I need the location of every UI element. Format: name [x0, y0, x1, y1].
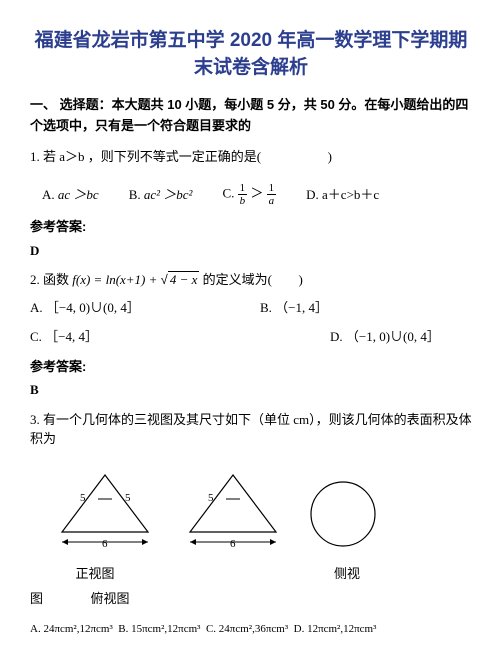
- q3-optB: B. 15πcm²,12πcm³: [118, 623, 200, 635]
- q3-optA: A. 24πcm²,12πcm³: [30, 623, 113, 635]
- q3-optC: C. 24πcm²,36πcm³: [206, 623, 288, 635]
- q1-optA: A. ac ＞bc: [42, 185, 99, 205]
- q1-optD: D. a＋c>b＋c: [306, 185, 379, 205]
- section-heading: 一、 选择题：本大题共 10 小题，每小题 5 分，共 50 分。在每小题给出的…: [30, 95, 472, 137]
- q2-optC: C. ［−4, 4］: [30, 327, 330, 347]
- q1-answer: D: [30, 241, 472, 261]
- q1-optC: C. 1b ＞ 1a: [222, 182, 276, 207]
- q1-stem-tail: ): [328, 149, 332, 164]
- opt-label: A.: [42, 187, 58, 202]
- q2-stem-post: 的定义域为(: [203, 272, 272, 287]
- gt-symbol: ＞: [250, 186, 263, 201]
- q2-answer-label: 参考答案:: [30, 357, 472, 377]
- top-view-label: 俯视图: [60, 589, 160, 609]
- q1-optB: B. ac² ＞bc²: [129, 185, 193, 205]
- numerator: 1: [238, 182, 248, 195]
- q3-stem: 3. 有一个几何体的三视图及其尺寸如下（单位 cm），则该几何体的表面积及体积为: [30, 410, 472, 449]
- opt-label: D.: [306, 187, 322, 202]
- numerator: 1: [267, 182, 277, 195]
- q3-figures: 5 5 6 5 6: [50, 467, 472, 552]
- denominator: a: [267, 195, 277, 207]
- opt-label: C.: [222, 186, 237, 201]
- q2-options: A. ［−4, 0)∪(0, 4］ B. （−1, 4］ C. ［−4, 4］ …: [30, 298, 472, 347]
- side-label: 5: [208, 492, 214, 504]
- opt-text: a＋c>b＋c: [322, 187, 379, 202]
- q1-options: A. ac ＞bc B. ac² ＞bc² C. 1b ＞ 1a D. a＋c>…: [42, 182, 472, 207]
- denominator: b: [238, 195, 248, 207]
- q1-stem: 1. 若 a＞b ，则下列不等式一定正确的是( ): [30, 147, 472, 167]
- sqrt-symbol: √: [161, 272, 168, 287]
- q3-options: A. 24πcm²,12πcm³ B. 15πcm²,12πcm³ C. 24π…: [30, 621, 472, 638]
- q3-optD: D. 12πcm²,12πcm³: [294, 623, 377, 635]
- opt-text: ac² ＞bc²: [144, 187, 193, 202]
- front-view-label: 正视图: [30, 564, 160, 584]
- side-view-label-pre: 侧视: [160, 564, 360, 584]
- base-label: 6: [230, 538, 236, 550]
- q1-answer-label: 参考答案:: [30, 217, 472, 237]
- q2-stem-tail: ): [298, 272, 302, 287]
- page-title: 福建省龙岩市第五中学 2020 年高一数学理下学期期末试卷含解析: [30, 28, 472, 81]
- base-label: 6: [102, 538, 108, 550]
- sqrt-radicand: 4 − x: [168, 271, 200, 287]
- circle-top: [306, 477, 381, 552]
- q2-answer: B: [30, 380, 472, 400]
- side-label: 5: [125, 492, 131, 504]
- q2-optB: B. （−1, 4］: [260, 298, 328, 318]
- q2-fx: f(x) = ln(x+1) +: [72, 272, 160, 287]
- fraction: 1a: [267, 182, 277, 207]
- q2-optA: A. ［−4, 0)∪(0, 4］: [30, 298, 260, 318]
- triangle-front: 5 5 6: [50, 467, 160, 552]
- q2-optD: D. （−1, 0)∪(0, 4］: [330, 327, 440, 347]
- fraction: 1b: [238, 182, 248, 207]
- q1-stem-text: 1. 若 a＞b ，则下列不等式一定正确的是(: [30, 149, 261, 164]
- triangle-side: 5 6: [178, 467, 288, 552]
- side-view-label-suf: 图: [30, 589, 60, 609]
- opt-text: ac ＞bc: [58, 187, 99, 202]
- q2-stem: 2. 函数 f(x) = ln(x+1) + √4 − x 的定义域为( ): [30, 270, 472, 290]
- side-label: 5: [80, 492, 86, 504]
- opt-label: B.: [129, 187, 144, 202]
- q2-stem-pre: 2. 函数: [30, 272, 72, 287]
- q3-view-labels: 正视图 侧视 图 俯视图: [30, 564, 472, 609]
